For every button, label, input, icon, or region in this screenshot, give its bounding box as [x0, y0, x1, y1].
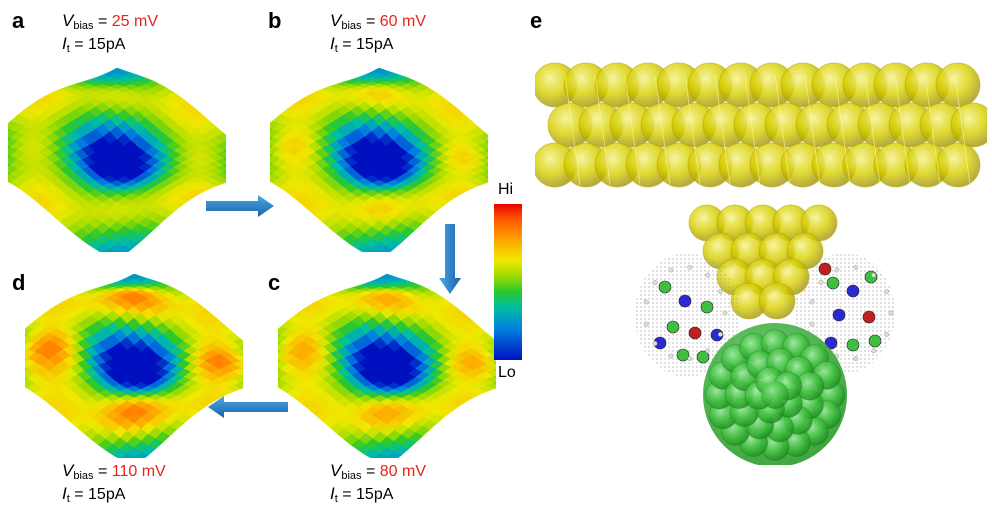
bias-line-b: Vbias = 60 mV	[330, 12, 426, 35]
hydrogen-atom	[819, 280, 823, 284]
hydrogen-atom	[872, 273, 876, 277]
hydrogen-atom	[723, 311, 727, 315]
hydrogen-atom	[810, 300, 814, 304]
molecule-atom	[659, 281, 671, 293]
conditions-a: Vbias = 25 mV It = 15pA	[62, 12, 158, 58]
metal-cluster	[703, 323, 847, 465]
hydrogen-atom	[718, 289, 722, 293]
bias-value-c: 80 mV	[380, 463, 426, 480]
gold-atom	[936, 63, 980, 107]
colorbar-lo-label: Lo	[498, 364, 516, 382]
molecule-atom	[819, 263, 831, 275]
hydrogen-atom	[706, 349, 710, 353]
hydrogen-atom	[688, 356, 692, 360]
hydrogen-atom	[835, 268, 839, 272]
arrow-c-to-d	[206, 395, 290, 419]
molecule-atom	[863, 311, 875, 323]
panel-label-a: a	[12, 8, 24, 34]
molecule-atom	[701, 301, 713, 313]
panel-label-e: e	[530, 8, 542, 34]
panel-label-b: b	[268, 8, 281, 34]
hydrogen-atom	[872, 349, 876, 353]
hydrogen-atom	[854, 356, 858, 360]
hydrogen-atom	[889, 311, 893, 315]
current-line-c: It = 15pA	[330, 485, 426, 508]
bias-value-a: 25 mV	[112, 13, 158, 30]
current-line-b: It = 15pA	[330, 35, 426, 58]
hydrogen-atom	[884, 289, 888, 293]
gold-atom	[759, 283, 795, 319]
molecule-atom	[833, 309, 845, 321]
bias-value-d: 110 mV	[112, 463, 166, 480]
hydrogen-atom	[644, 300, 648, 304]
bias-line-c: Vbias = 80 mV	[330, 462, 426, 485]
hydrogen-atom	[653, 280, 657, 284]
molecule-atom	[677, 349, 689, 361]
molecule-atom	[847, 339, 859, 351]
cluster-atom	[761, 381, 789, 409]
hydrogen-atom	[718, 332, 722, 336]
panel-label-d: d	[12, 270, 25, 296]
hydrogen-atom	[688, 265, 692, 269]
hydrogen-atom	[884, 332, 888, 336]
gold-electrode	[535, 63, 987, 319]
bias-value-b: 60 mV	[380, 13, 426, 30]
hydrogen-atom	[706, 273, 710, 277]
hydrogen-atom	[810, 322, 814, 326]
hydrogen-atom	[644, 322, 648, 326]
surface-map-a	[8, 68, 226, 252]
molecule-atom	[667, 321, 679, 333]
conditions-c: Vbias = 80 mV It = 15pA	[330, 462, 426, 508]
molecule-atom	[689, 327, 701, 339]
surface-map-c	[278, 274, 496, 458]
molecular-junction-illustration	[535, 45, 987, 465]
conditions-b: Vbias = 60 mV It = 15pA	[330, 12, 426, 58]
surface-map-d	[25, 274, 243, 458]
colorbar-hi-label: Hi	[498, 181, 513, 199]
bias-line-d: Vbias = 110 mV	[62, 462, 166, 485]
hydrogen-atom	[653, 341, 657, 345]
arrow-b-to-c	[438, 222, 462, 296]
hydrogen-atom	[669, 354, 673, 358]
current-line-d: It = 15pA	[62, 485, 166, 508]
molecule-atom	[827, 277, 839, 289]
hydrogen-atom	[669, 268, 673, 272]
gold-atom	[936, 143, 980, 187]
conditions-d: Vbias = 110 mV It = 15pA	[62, 462, 166, 508]
arrow-a-to-b	[204, 194, 276, 218]
molecule-atom	[847, 285, 859, 297]
colorbar	[494, 204, 522, 360]
molecule-atom	[679, 295, 691, 307]
molecule-atom	[869, 335, 881, 347]
bias-line-a: Vbias = 25 mV	[62, 12, 158, 35]
current-line-a: It = 15pA	[62, 35, 158, 58]
hydrogen-atom	[854, 265, 858, 269]
